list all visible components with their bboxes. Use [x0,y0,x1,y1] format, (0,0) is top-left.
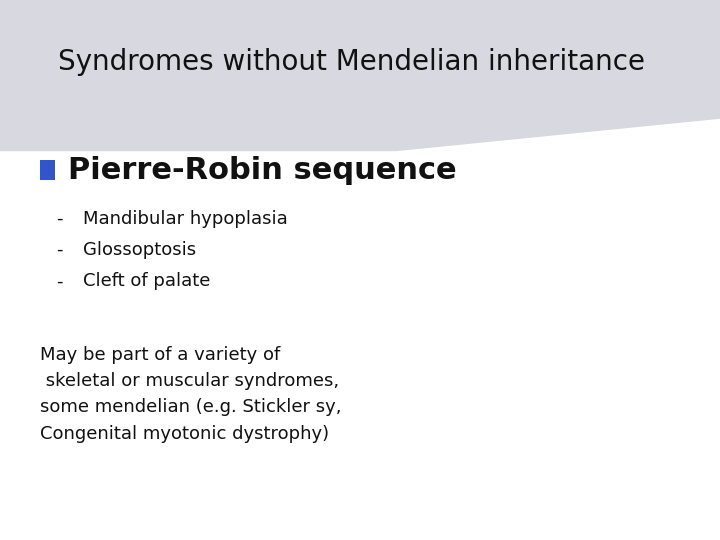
Text: Glossoptosis: Glossoptosis [83,241,196,259]
Text: Mandibular hypoplasia: Mandibular hypoplasia [83,210,287,228]
Text: Pierre-Robin sequence: Pierre-Robin sequence [68,156,457,185]
Polygon shape [0,0,720,151]
Text: Cleft of palate: Cleft of palate [83,272,210,291]
Text: Syndromes without Mendelian inheritance: Syndromes without Mendelian inheritance [58,48,644,76]
FancyBboxPatch shape [40,160,55,180]
Text: -: - [55,241,63,259]
Text: -: - [55,210,63,228]
Text: May be part of a variety of
 skeletal or muscular syndromes,
some mendelian (e.g: May be part of a variety of skeletal or … [40,346,341,443]
Text: -: - [55,272,63,291]
